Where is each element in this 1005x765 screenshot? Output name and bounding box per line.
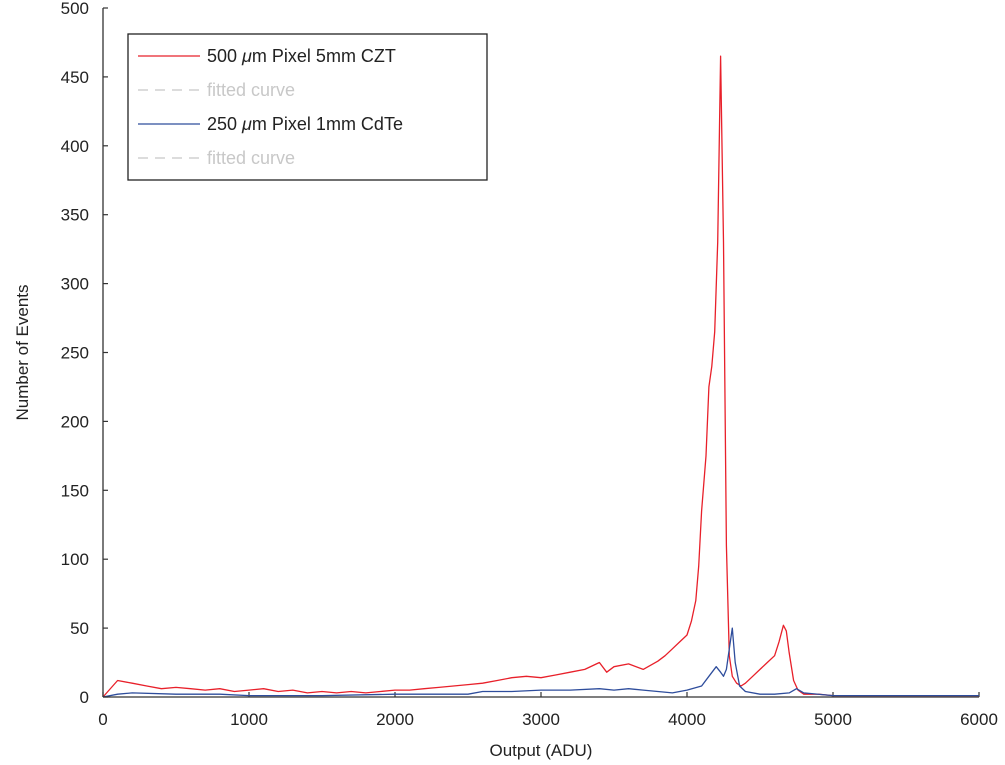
x-tick-label: 3000 (522, 710, 560, 729)
y-tick-label: 200 (61, 412, 89, 431)
x-tick-label: 6000 (960, 710, 998, 729)
y-axis-ticks: 0 50 100 150 200 250 300 350 400 450 500 (61, 0, 108, 707)
x-tick-label: 0 (98, 710, 107, 729)
y-tick-label: 350 (61, 206, 89, 225)
x-tick-label: 1000 (230, 710, 268, 729)
x-axis-ticks: 0 1000 2000 3000 4000 5000 6000 (98, 692, 998, 729)
y-tick-label: 250 (61, 344, 89, 363)
x-tick-label: 5000 (814, 710, 852, 729)
legend-label-fit-czt: fitted curve (207, 80, 295, 100)
series-line-czt (102, 55, 979, 698)
legend-box (127, 33, 488, 181)
legend-label-czt: 500 μm Pixel 5mm CZT (207, 46, 396, 66)
y-tick-label: 500 (61, 0, 89, 18)
y-tick-label: 400 (61, 137, 89, 156)
x-axis-title: Output (ADU) (490, 741, 593, 760)
y-tick-label: 300 (61, 275, 89, 294)
y-axis-title: Number of Events (13, 284, 32, 420)
plot-series (102, 55, 979, 698)
legend: 500 μm Pixel 5mm CZT fitted curve 250 μm… (127, 33, 488, 181)
series-line-cdte (102, 627, 979, 698)
y-tick-label: 50 (70, 619, 89, 638)
y-tick-label: 100 (61, 550, 89, 569)
y-tick-label: 450 (61, 68, 89, 87)
legend-label-cdte: 250 μm Pixel 1mm CdTe (207, 114, 403, 134)
y-tick-label: 0 (80, 688, 89, 707)
x-tick-label: 2000 (376, 710, 414, 729)
x-tick-label: 4000 (668, 710, 706, 729)
y-tick-label: 150 (61, 481, 89, 500)
legend-label-fit-cdte: fitted curve (207, 148, 295, 168)
